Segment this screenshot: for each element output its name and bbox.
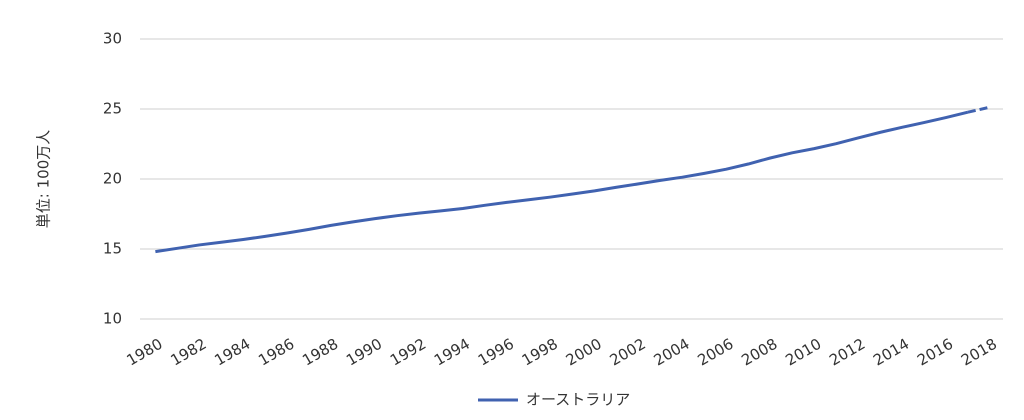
x-tick-label: 1984 [211,335,253,370]
x-tick-label: 1990 [343,335,385,370]
y-axis-label: 単位: 100万人 [35,130,53,228]
x-tick-label: 1994 [431,335,473,370]
x-tick-label: 2014 [870,335,912,370]
y-tick-label: 25 [103,100,122,118]
y-tick-label: 15 [103,240,122,258]
y-tick-label: 20 [103,170,122,188]
x-tick-label: 2010 [782,335,824,370]
x-tick-label: 1982 [167,335,209,370]
x-tick-label: 1992 [387,335,429,370]
x-tick-label: 2018 [958,335,1000,370]
y-tick-label: 10 [103,310,122,328]
x-tick-label: 1980 [124,335,166,370]
x-tick-label: 1988 [299,335,341,370]
y-tick-label: 30 [103,30,122,48]
x-tick-label: 2002 [607,335,649,370]
x-tick-label: 2000 [563,335,605,370]
x-tick-label: 2004 [651,335,693,370]
x-tick-label: 1998 [519,335,561,370]
line-series [155,110,969,254]
x-tick-label: 2012 [826,335,868,370]
x-tick-label: 1996 [475,335,517,370]
x-tick-label: 2006 [694,335,736,370]
line-series-dashed [967,105,991,114]
legend-label: オーストラリア [526,391,630,409]
x-tick-label: 1986 [255,335,297,370]
x-tick-label: 2016 [914,335,956,370]
x-tick-label: 2008 [738,335,780,370]
